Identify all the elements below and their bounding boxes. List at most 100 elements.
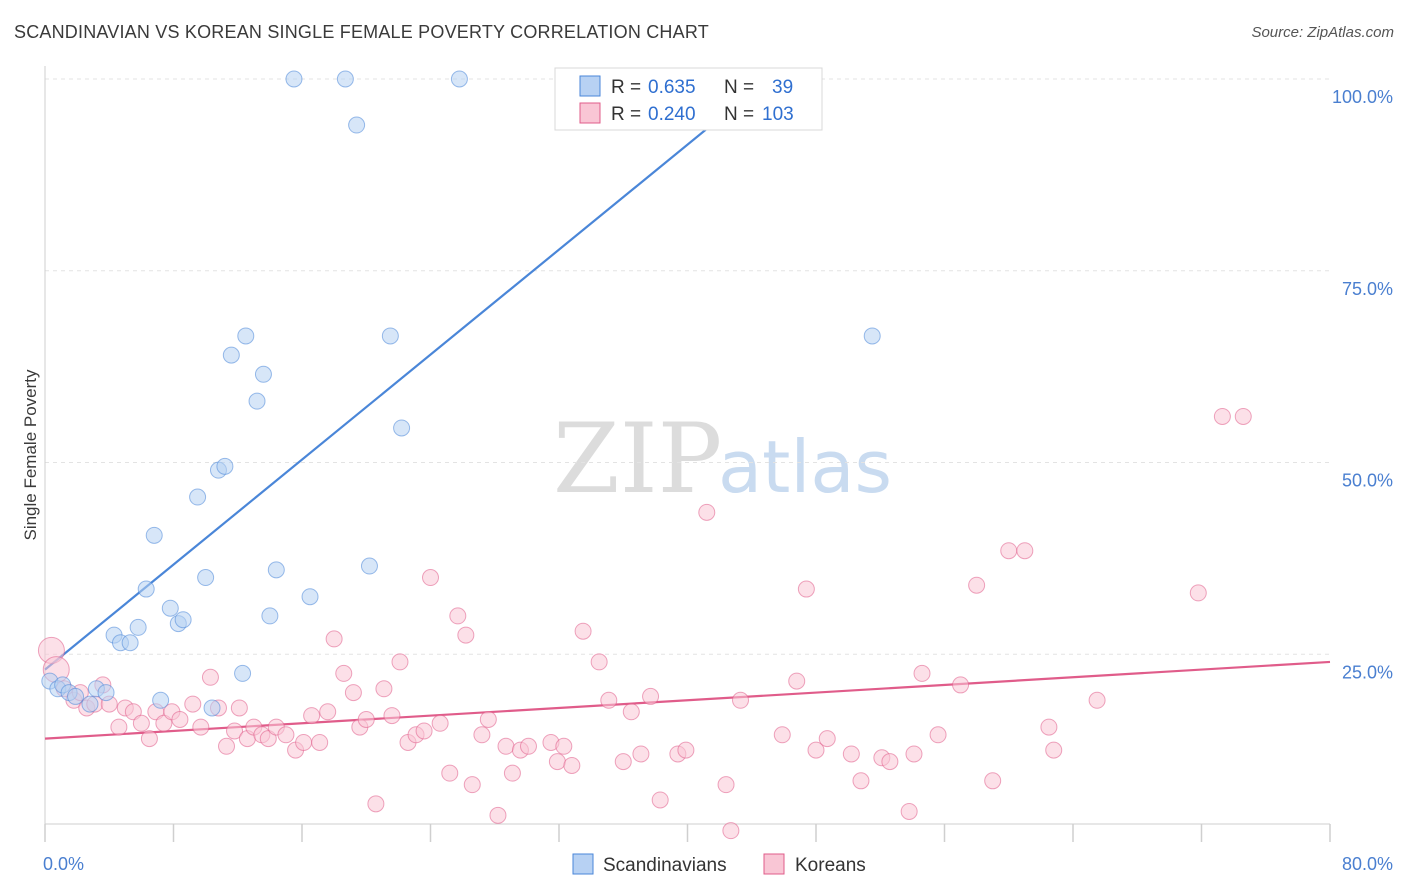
scandinavian-point <box>254 365 272 383</box>
scandinavian-point <box>129 618 147 636</box>
korean-point <box>110 718 128 736</box>
scandinavian-point <box>285 70 303 88</box>
korean-point <box>441 764 459 782</box>
korean-point <box>929 726 947 744</box>
korean-point <box>807 741 825 759</box>
scandinavian-point <box>348 116 366 134</box>
korean-point <box>818 730 836 748</box>
chart-source: Source: ZipAtlas.com <box>1251 24 1394 41</box>
korean-point <box>555 737 573 755</box>
scandinavian-point <box>81 695 99 713</box>
korean-point <box>788 672 806 690</box>
legend-label-koreans: Koreans <box>795 855 866 876</box>
series-legend: Scandinavians Koreans <box>572 853 866 876</box>
korean-point <box>1045 741 1063 759</box>
legend-n-label: N = <box>724 104 754 125</box>
korean-point <box>192 718 210 736</box>
korean-point <box>1213 407 1231 425</box>
korean-point <box>489 806 507 824</box>
korean-point <box>391 653 409 671</box>
axes <box>44 66 1331 842</box>
scandinavian-point <box>222 346 240 364</box>
korean-point <box>519 737 537 755</box>
scandinavian-point <box>248 392 266 410</box>
korean-point <box>642 687 660 705</box>
scandinavian-trend-line <box>44 78 769 671</box>
scandinavian-point <box>267 561 285 579</box>
scandinavian-point <box>189 488 207 506</box>
korean-point <box>367 795 385 813</box>
korean-point <box>140 730 158 748</box>
korean-point <box>201 668 219 686</box>
korean-point <box>415 722 433 740</box>
korean-point <box>344 684 362 702</box>
korean-point <box>773 726 791 744</box>
watermark-atlas: atlas <box>718 425 892 509</box>
legend-n-value: 103 <box>762 104 794 125</box>
legend-r-value: 0.635 <box>648 77 696 98</box>
korean-point <box>563 756 581 774</box>
legend-n-value: 39 <box>772 77 793 98</box>
legend-swatch-scandinavians <box>572 853 594 875</box>
korean-point <box>311 733 329 751</box>
korean-point <box>383 707 401 725</box>
korean-point <box>600 691 618 709</box>
scandinavian-point <box>137 580 155 598</box>
y-tick-label: 75.0% <box>1342 279 1393 299</box>
scandinavian-point <box>863 327 881 345</box>
scandinavian-point <box>301 588 319 606</box>
korean-point <box>698 503 716 521</box>
scandinavian-point <box>381 327 399 345</box>
korean-point <box>717 776 735 794</box>
korean-point <box>319 703 337 721</box>
scandinavian-point <box>145 526 163 544</box>
korean-point <box>913 664 931 682</box>
korean-point <box>797 580 815 598</box>
y-tick-label: 50.0% <box>1342 471 1393 491</box>
korean-point <box>479 710 497 728</box>
korean-point <box>171 710 189 728</box>
korean-point <box>881 753 899 771</box>
data-points <box>37 70 1252 840</box>
korean-point <box>132 714 150 732</box>
korean-point <box>375 680 393 698</box>
korean-point <box>295 733 313 751</box>
korean-point <box>984 772 1002 790</box>
scandinavian-point <box>237 327 255 345</box>
korean-point <box>900 802 918 820</box>
scandinavian-point <box>152 691 170 709</box>
korean-point <box>1189 584 1207 602</box>
legend-swatch-scandinavians <box>579 75 601 97</box>
korean-point <box>230 699 248 717</box>
scandinavian-point <box>336 70 354 88</box>
korean-point <box>651 791 669 809</box>
legend-r-label: R = <box>611 104 641 125</box>
legend-label-scandinavians: Scandinavians <box>603 855 727 876</box>
korean-point <box>722 822 740 840</box>
scandinavian-point <box>261 607 279 625</box>
korean-point <box>548 753 566 771</box>
korean-point <box>277 726 295 744</box>
scandinavian-point <box>97 684 115 702</box>
korean-point <box>677 741 695 759</box>
legend-swatch-koreans <box>763 853 785 875</box>
korean-point <box>422 569 439 587</box>
korean-point <box>503 764 521 782</box>
korean-point <box>1040 718 1058 736</box>
legend-n-label: N = <box>724 77 754 98</box>
scandinavian-point <box>67 687 85 705</box>
korean-point <box>852 772 870 790</box>
korean-point <box>632 745 650 763</box>
y-axis-label: Single Female Poverty <box>21 369 40 541</box>
korean-point <box>614 753 632 771</box>
legend-r-label: R = <box>611 77 641 98</box>
scandinavian-point <box>450 70 468 88</box>
scandinavian-point <box>203 699 221 717</box>
chart-title: SCANDINAVIAN VS KOREAN SINGLE FEMALE POV… <box>14 22 709 42</box>
korean-point <box>124 703 142 721</box>
scandinavian-point <box>234 664 252 682</box>
scandinavian-point <box>216 457 234 475</box>
korean-point <box>449 607 467 625</box>
korean-point <box>842 745 860 763</box>
